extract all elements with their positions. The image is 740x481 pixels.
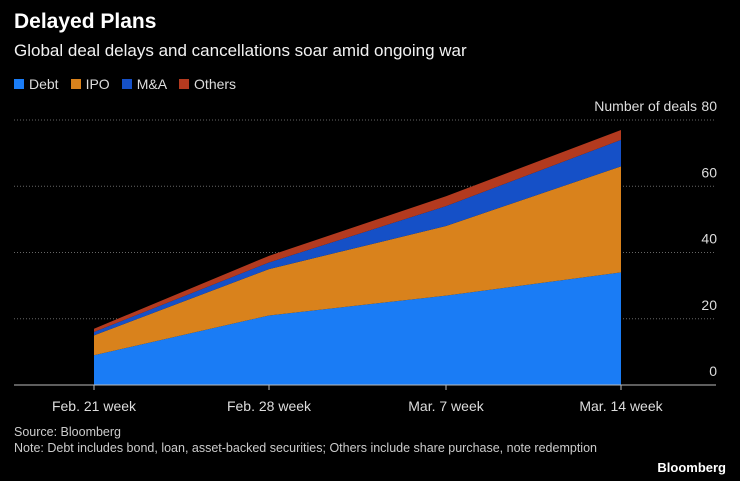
source-text: Source: Bloomberg: [14, 425, 122, 439]
stacked-areas: [94, 129, 621, 385]
bloomberg-logo: Bloomberg: [657, 460, 726, 475]
legend-swatch-ma: [121, 79, 132, 89]
x-axis: Feb. 21 week Feb. 28 week Mar. 7 week Mar. …: [14, 384, 716, 414]
legend-item-others: Others: [179, 76, 236, 92]
area-debt: [94, 272, 621, 385]
area-m-a: [94, 139, 621, 336]
y-axis-label: Number of deals: [594, 98, 697, 114]
y-tick-label: 40: [701, 231, 717, 247]
chart-subtitle: Global deal delays and cancellations soa…: [14, 41, 467, 60]
legend: Debt IPO M&A Others: [14, 76, 236, 92]
legend-label-ipo: IPO: [85, 76, 110, 92]
legend-swatch-ipo: [70, 79, 81, 89]
x-tick-label: Feb. 28 week: [227, 398, 312, 414]
y-tick-label: 0: [709, 363, 717, 379]
y-tick-label: 80: [701, 98, 717, 114]
legend-label-ma: M&A: [136, 76, 168, 92]
legend-label-others: Others: [194, 76, 237, 92]
area-ipo: [94, 166, 621, 356]
x-tick-label: Mar. 14 week: [579, 398, 663, 414]
x-tick-label: Feb. 21 week: [52, 398, 137, 414]
legend-item-ipo: IPO: [70, 76, 110, 92]
y-tick-label: 20: [701, 297, 717, 313]
chart-title: Delayed Plans: [14, 10, 157, 33]
legend-swatch-debt: [14, 79, 24, 89]
legend-swatch-others: [179, 79, 190, 89]
x-tick-label: Mar. 7 week: [408, 398, 484, 414]
y-tick-label: 60: [701, 164, 717, 180]
legend-item-debt: Debt: [14, 76, 59, 92]
note-text: Note: Debt includes bond, loan, asset-ba…: [14, 441, 597, 455]
legend-label-debt: Debt: [29, 76, 59, 92]
legend-item-ma: M&A: [121, 76, 168, 92]
area-others: [94, 129, 621, 332]
